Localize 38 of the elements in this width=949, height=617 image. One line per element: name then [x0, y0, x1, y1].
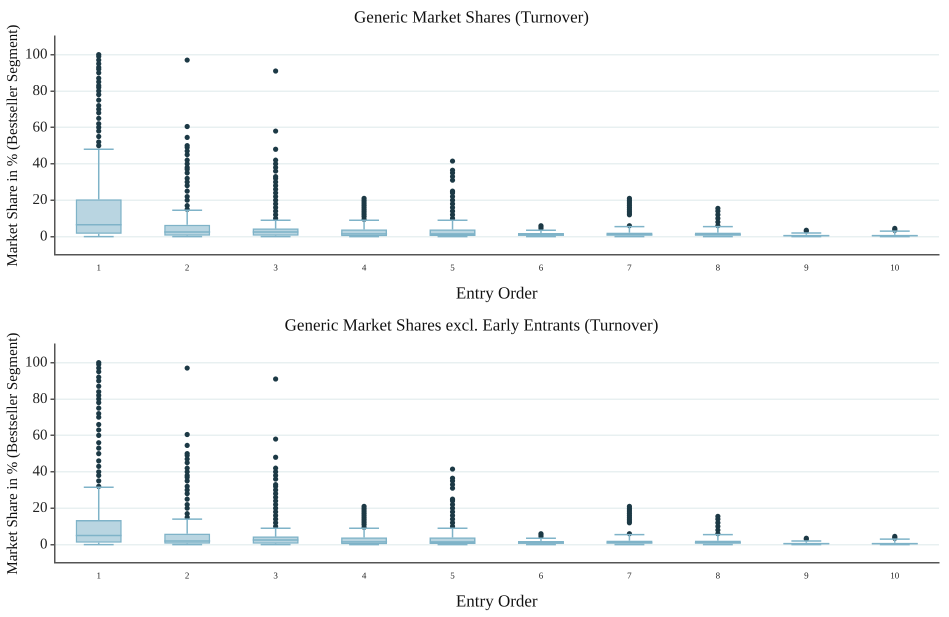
x-tick-label: 5 — [450, 262, 456, 273]
x-tick-label: 7 — [627, 262, 632, 273]
y-tick-label: 60 — [32, 119, 48, 136]
y-tick-label: 100 — [25, 354, 48, 371]
x-tick-label: 2 — [184, 262, 190, 273]
y-tick-label: 40 — [32, 464, 48, 480]
x-tick-label: 4 — [362, 262, 367, 273]
x-tick-label: 8 — [716, 262, 721, 273]
y-tick-label: 60 — [32, 427, 48, 444]
x-tick-label: 6 — [538, 570, 544, 581]
y-tick-label: 80 — [32, 82, 48, 99]
x-tick-label: 9 — [804, 262, 810, 273]
x-tick-label: 10 — [890, 570, 900, 581]
x-tick-label: 3 — [273, 570, 278, 581]
y-tick-label: 20 — [32, 500, 48, 516]
x-tick-label: 2 — [184, 570, 190, 581]
x-tick-label: 8 — [716, 570, 721, 581]
chart-title: Generic Market Shares (Turnover) — [354, 8, 589, 27]
x-tick-label: 3 — [273, 262, 278, 273]
y-tick-label: 100 — [25, 46, 48, 63]
y-axis-title: Market Share in % (Bestseller Segment) — [4, 332, 21, 575]
x-tick-label: 10 — [890, 262, 900, 273]
x-tick-label: 6 — [538, 262, 544, 273]
y-tick-label: 0 — [40, 536, 48, 553]
x-tick-label: 7 — [627, 570, 632, 581]
y-tick-label: 80 — [32, 390, 48, 407]
x-axis-title: Entry Order — [456, 283, 538, 302]
x-tick-label: 9 — [804, 570, 810, 581]
x-tick-label: 1 — [96, 570, 101, 581]
y-axis-title: Market Share in % (Bestseller Segment) — [4, 24, 21, 267]
x-tick-label: 5 — [450, 570, 456, 581]
x-axis-title: Entry Order — [456, 591, 538, 610]
y-tick-label: 0 — [40, 228, 48, 245]
x-tick-label: 1 — [96, 262, 101, 273]
y-tick-label: 40 — [32, 156, 48, 172]
x-tick-label: 4 — [362, 570, 367, 581]
y-tick-label: 20 — [32, 192, 48, 208]
chart-title: Generic Market Shares excl. Early Entrants (Turnover) — [284, 316, 658, 335]
